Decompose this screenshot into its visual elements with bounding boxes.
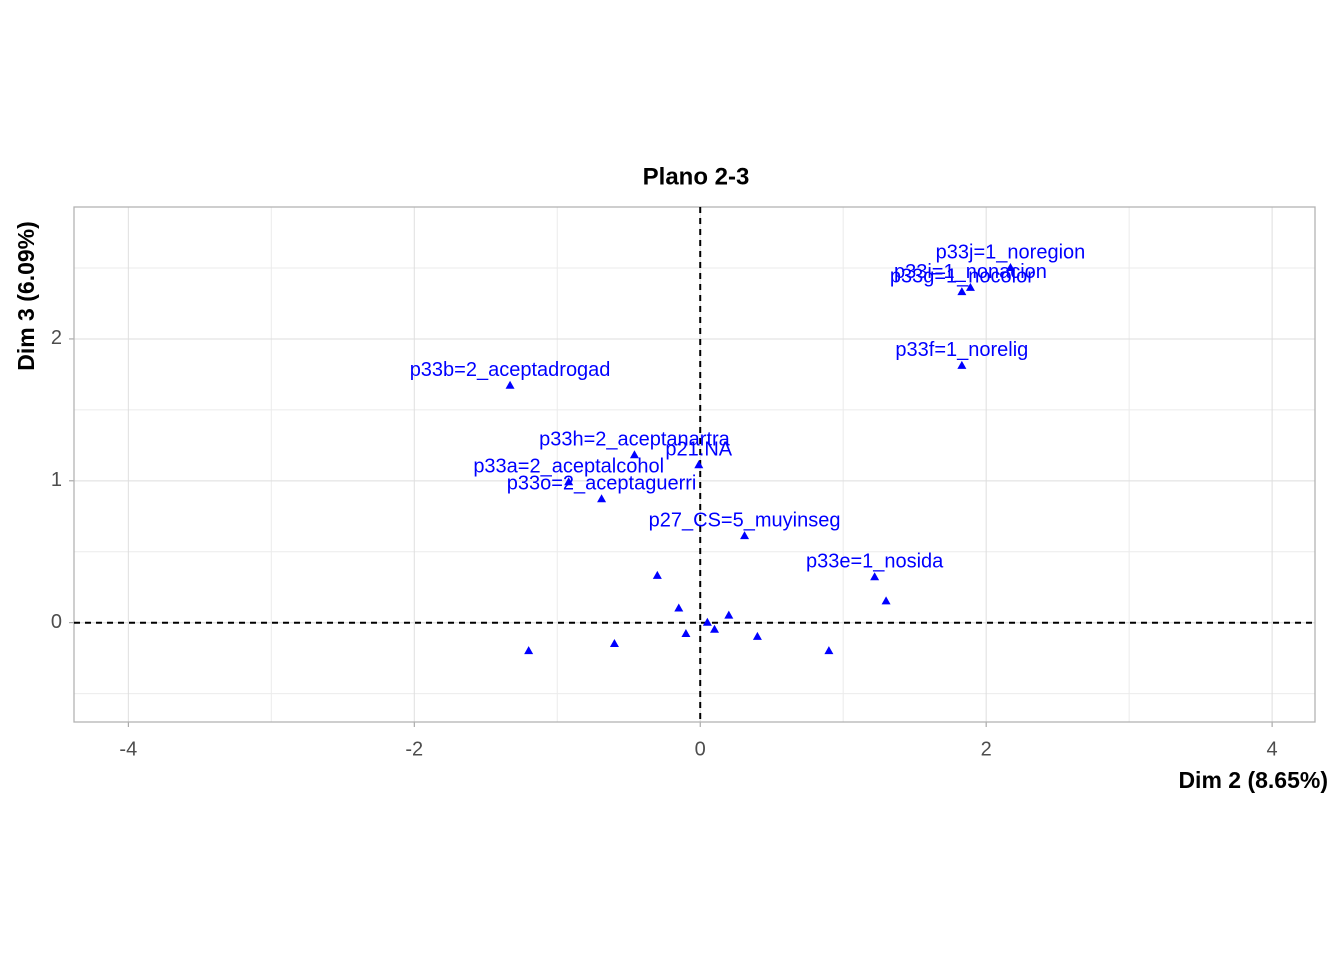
- point-label: p33e=1_nosida: [806, 551, 944, 573]
- point: [957, 360, 967, 369]
- x-tick-label: -2: [405, 738, 423, 760]
- x-tick-label: 2: [981, 738, 992, 760]
- point-label: p33h=2_aceptanartra: [539, 429, 731, 451]
- point-label: p33b=2_aceptadrogad: [410, 359, 611, 381]
- x-tick-label: 4: [1267, 738, 1278, 760]
- point-label: p33i=1_nonacion: [894, 261, 1047, 283]
- x-tick-label: 0: [695, 738, 706, 760]
- point: [740, 531, 750, 540]
- point: [965, 282, 975, 291]
- point: [505, 380, 515, 389]
- point-label: p33o=2_aceptaguerri: [507, 473, 697, 495]
- point-label: p33f=1_norelig: [895, 339, 1028, 361]
- point: [957, 287, 967, 296]
- point: [824, 646, 834, 655]
- point-label: p33a=2_aceptalcohol: [473, 456, 664, 478]
- point: [564, 477, 574, 486]
- point: [524, 646, 534, 655]
- point: [870, 572, 880, 581]
- point: [702, 617, 712, 626]
- point: [629, 450, 639, 459]
- point: [724, 610, 734, 619]
- point: [681, 629, 691, 638]
- point-label: p27_CS=5_muyinseg: [649, 509, 841, 531]
- y-tick-label: 2: [51, 327, 62, 349]
- point: [752, 631, 762, 640]
- point: [1005, 263, 1015, 272]
- point-label: p33j=1_noregion: [936, 241, 1086, 263]
- y-axis-title: Dim 3 (6.09%): [13, 221, 39, 371]
- point-label: p21.NA: [665, 438, 732, 460]
- x-tick-label: -4: [119, 738, 137, 760]
- plot-border: [73, 206, 1316, 723]
- point-label: p33g=1_nocolor: [890, 265, 1034, 287]
- point: [652, 570, 662, 579]
- y-tick-label: 0: [51, 611, 62, 633]
- point: [609, 638, 619, 647]
- point: [597, 494, 607, 503]
- y-tick-label: 1: [51, 469, 62, 491]
- point: [881, 596, 891, 605]
- point: [694, 460, 704, 469]
- point: [674, 603, 684, 612]
- x-axis-title: Dim 2 (8.65%): [1178, 767, 1328, 793]
- point: [710, 624, 720, 633]
- chart-title: Plano 2-3: [643, 163, 750, 190]
